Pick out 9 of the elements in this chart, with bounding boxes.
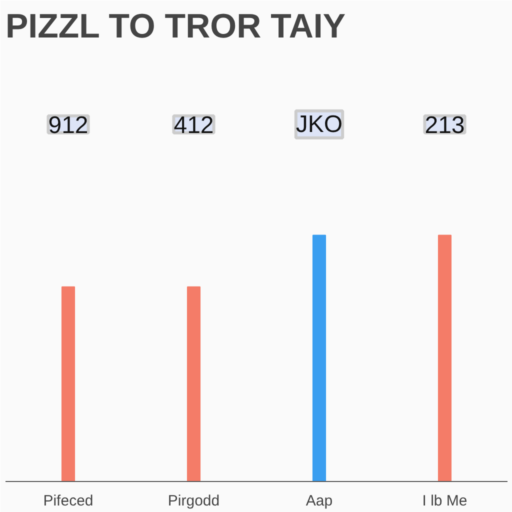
text: 213 [424, 112, 465, 139]
text: 912 [48, 112, 88, 139]
x-tick-label: Pifeced [43, 492, 94, 510]
x-tick-label: Pirgodd [168, 492, 220, 510]
x-tick-label: I lb Me [422, 492, 468, 510]
x-tick-label: Aap [306, 492, 333, 510]
chart-title: PIZZL TO TROR TAIY [6, 8, 346, 46]
text: JKO [296, 110, 343, 138]
text: 412 [174, 112, 214, 139]
